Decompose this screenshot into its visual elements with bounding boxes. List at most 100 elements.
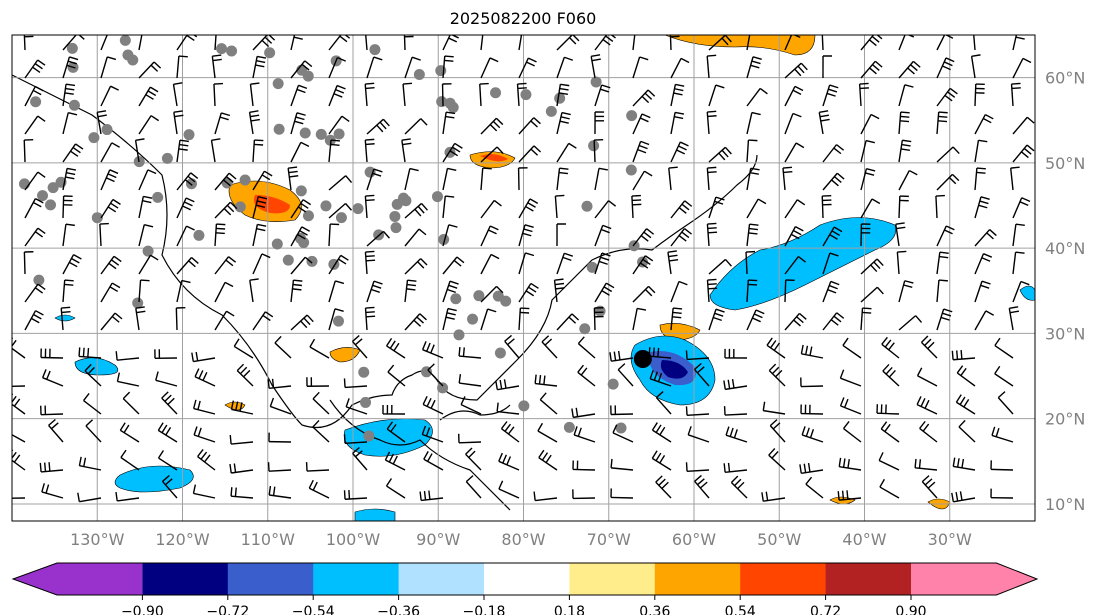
wind-barb xyxy=(860,198,881,219)
wind-barb xyxy=(706,166,717,191)
wind-barb xyxy=(898,111,910,135)
wind-barb xyxy=(309,338,330,359)
wind-barb xyxy=(312,391,330,415)
wind-barb xyxy=(197,448,216,471)
wind-barb xyxy=(115,351,140,361)
wind-barb xyxy=(364,82,375,107)
wind-barb xyxy=(442,167,457,191)
wind-barb xyxy=(632,170,653,191)
wind-barb xyxy=(120,449,140,471)
wind-barb xyxy=(62,195,73,219)
wind-barb xyxy=(328,223,340,247)
contour-positive xyxy=(659,323,701,341)
wind-barb xyxy=(12,489,26,499)
wind-barb xyxy=(214,201,238,219)
wind-barb xyxy=(100,312,123,331)
station-dot xyxy=(239,174,251,186)
station-dot xyxy=(122,49,134,61)
lon-label: 50°W xyxy=(757,530,801,549)
wind-barb xyxy=(24,197,44,219)
wind-barb xyxy=(62,254,82,275)
colorbar-tick-label: 0.90 xyxy=(895,604,926,615)
wind-barb xyxy=(667,250,679,275)
lon-label: 60°W xyxy=(672,530,716,549)
wind-barb xyxy=(328,175,353,191)
wind-barb xyxy=(860,223,871,247)
wind-barb xyxy=(936,87,958,107)
station-dot xyxy=(628,240,640,252)
station-dot xyxy=(66,42,78,54)
colorbar-tick-label: 0.72 xyxy=(810,604,841,615)
station-dot xyxy=(332,315,344,327)
wind-barb xyxy=(818,110,830,135)
longitude-labels: 130°W 120°W 110°W 100°W 90°W 80°W 70°W 60°W 50°W… xyxy=(70,530,972,549)
wind-barb xyxy=(176,256,199,275)
wind-barb xyxy=(211,54,222,79)
wind-barb xyxy=(725,426,748,443)
wind-barb xyxy=(365,35,368,51)
wind-barb xyxy=(860,258,884,275)
wind-barb xyxy=(382,404,406,415)
wind-barb xyxy=(919,420,938,443)
wind-barb xyxy=(860,286,884,303)
station-dot xyxy=(438,234,450,246)
contour-negative xyxy=(1019,285,1035,301)
wind-barb xyxy=(78,347,102,359)
wind-barb xyxy=(541,335,558,359)
wind-barb xyxy=(442,224,458,247)
wind-barb xyxy=(610,405,634,416)
wind-barb xyxy=(974,310,995,331)
wind-barb xyxy=(39,462,64,473)
wind-barb xyxy=(1012,57,1032,79)
wind-barb xyxy=(533,491,558,502)
wind-barb xyxy=(822,226,843,247)
wind-barb xyxy=(290,256,313,275)
wind-barb xyxy=(41,483,64,499)
latitude-labels: 60°N 50°N 40°N 30°N 20°N 10°N xyxy=(1045,69,1085,514)
wind-barb xyxy=(880,421,900,443)
wind-barb xyxy=(956,365,976,387)
wind-barb xyxy=(632,140,650,163)
station-dot xyxy=(216,43,228,55)
wind-barb xyxy=(175,307,186,331)
wind-barb xyxy=(882,363,900,387)
wind-barb xyxy=(100,56,117,79)
coastlines xyxy=(12,74,758,511)
wind-barb xyxy=(991,426,1014,443)
station-dot xyxy=(397,192,409,204)
wind-barb xyxy=(609,350,634,362)
wind-barb xyxy=(328,139,341,163)
wind-barb xyxy=(404,167,419,191)
wind-barb xyxy=(442,35,459,51)
wind-barb xyxy=(821,195,832,219)
wind-barb xyxy=(252,55,267,79)
wind-barb xyxy=(858,82,869,107)
wind-barb xyxy=(952,457,976,471)
colorbar-tick-label: −0.72 xyxy=(206,604,249,615)
colorbar-segment xyxy=(227,563,314,595)
colorbar-tick-label: −0.18 xyxy=(463,604,506,615)
wind-barb xyxy=(974,280,991,303)
wind-barb xyxy=(12,449,26,471)
wind-barb xyxy=(480,57,499,79)
wind-barb xyxy=(498,452,520,471)
wind-barb xyxy=(694,474,710,499)
wind-barb xyxy=(518,282,539,303)
station-dot xyxy=(335,212,347,224)
wind-barb xyxy=(345,398,368,415)
wind-barb xyxy=(12,393,26,415)
wind-barb xyxy=(328,115,350,135)
wind-barb xyxy=(687,426,710,443)
wind-barb xyxy=(632,228,655,247)
wind-barb xyxy=(706,278,718,303)
station-dot xyxy=(271,238,283,250)
wind-barb xyxy=(267,462,292,472)
wind-barb xyxy=(498,480,520,499)
wind-barb xyxy=(421,341,444,359)
wind-barb xyxy=(96,110,107,135)
station-dot xyxy=(389,210,401,222)
wind-barb xyxy=(1009,166,1020,191)
wind-barb xyxy=(708,196,725,219)
wind-barb xyxy=(936,173,960,191)
station-dot xyxy=(626,110,638,122)
